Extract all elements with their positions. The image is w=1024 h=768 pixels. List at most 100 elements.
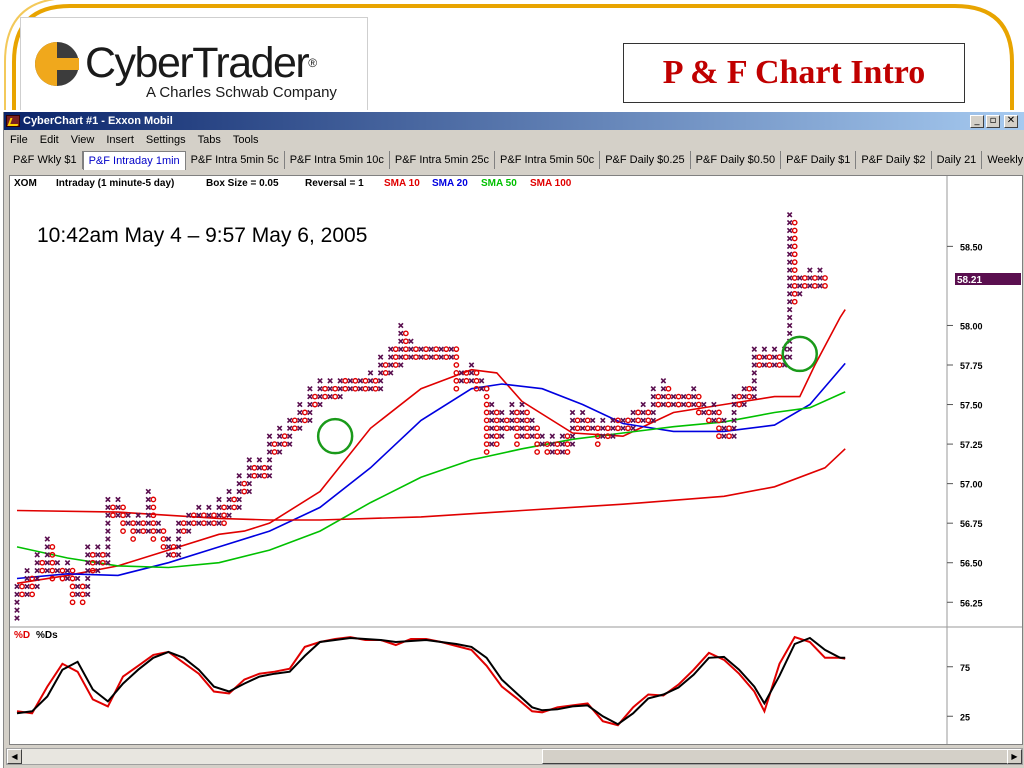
- pf-x-mark: [589, 417, 596, 424]
- pf-o-column: [766, 354, 773, 368]
- symbol-label: XOM: [14, 178, 37, 189]
- pf-x-mark: [387, 362, 394, 368]
- pf-x-mark: [559, 449, 566, 455]
- pf-o-column: [493, 409, 500, 447]
- pf-x-mark: [226, 496, 232, 503]
- pf-x-mark: [256, 465, 263, 471]
- pf-x-mark: [751, 385, 758, 392]
- pf-x-column: [650, 385, 657, 424]
- pf-o-mark: [791, 283, 798, 289]
- pf-o-mark: [180, 520, 187, 527]
- tab-pf-intraday-1min[interactable]: P&F Intraday 1min: [82, 151, 186, 170]
- pf-o-mark: [19, 591, 25, 598]
- scroll-right-icon[interactable]: ▶: [1007, 749, 1022, 764]
- tab-pf-daily-0-25[interactable]: P&F Daily $0.25: [600, 151, 691, 169]
- pf-x-mark: [529, 433, 535, 439]
- restore-icon[interactable]: ▫: [986, 115, 1000, 128]
- pf-o-mark: [665, 401, 672, 408]
- tab-weekly-13[interactable]: Weekly 13: [982, 151, 1023, 169]
- chart-canvas[interactable]: XOM Intraday (1 minute-5 day) Box Size =…: [10, 176, 1022, 744]
- minimize-icon[interactable]: _: [970, 115, 984, 128]
- pf-x-column: [84, 544, 91, 598]
- pf-x-mark: [786, 275, 793, 281]
- pf-x-mark: [226, 504, 232, 511]
- pf-o-mark: [776, 354, 783, 360]
- pf-o-mark: [200, 512, 207, 519]
- tab-daily-21[interactable]: Daily 21: [931, 151, 983, 169]
- window-titlebar[interactable]: CyberChart #1 - Exxon Mobil _ ▫ ✕: [4, 112, 1024, 130]
- pf-o-column: [49, 544, 56, 582]
- pf-x-mark: [14, 591, 20, 598]
- pf-x-mark: [95, 567, 101, 574]
- horizontal-scrollbar[interactable]: ◀ ▶: [6, 748, 1023, 765]
- pf-o-mark: [594, 425, 601, 432]
- chart-area[interactable]: XOM Intraday (1 minute-5 day) Box Size =…: [9, 175, 1023, 745]
- pf-x-mark: [105, 520, 111, 526]
- pf-x-mark: [807, 275, 813, 281]
- scroll-thumb[interactable]: [542, 749, 1012, 764]
- last-price-box: [955, 273, 1021, 285]
- pf-x-mark: [786, 330, 793, 337]
- pf-x-mark: [206, 504, 212, 511]
- pf-o-mark: [261, 472, 268, 479]
- pf-o-column: [140, 520, 147, 534]
- pf-o-column: [19, 583, 25, 598]
- tab-pf-daily-0-50[interactable]: P&F Daily $0.50: [690, 151, 782, 169]
- pf-o-mark: [534, 425, 541, 432]
- pf-o-mark: [665, 385, 672, 392]
- tab-pf-intra-5min-5c[interactable]: P&F Intra 5min 5c: [185, 151, 285, 169]
- pf-o-mark: [615, 425, 621, 432]
- pf-o-column: [574, 417, 581, 432]
- pf-x-column: [418, 346, 424, 360]
- pf-x-column: [226, 488, 232, 519]
- pf-x-mark: [286, 425, 293, 432]
- pf-x-column: [165, 536, 172, 558]
- tab-pf-daily-1[interactable]: P&F Daily $1: [781, 151, 857, 169]
- scroll-left-icon[interactable]: ◀: [7, 749, 22, 764]
- pf-o-mark: [524, 417, 530, 424]
- menu-view[interactable]: View: [70, 134, 95, 146]
- pf-x-mark: [690, 385, 697, 392]
- tab-pf-intra-5min-10c[interactable]: P&F Intra 5min 10c: [284, 151, 390, 169]
- menu-file[interactable]: File: [10, 134, 28, 146]
- slide-title: P & F Chart Intro: [623, 43, 965, 103]
- menu-tools[interactable]: Tools: [232, 134, 259, 146]
- pf-x-mark: [246, 465, 253, 471]
- pf-x-mark: [196, 504, 202, 511]
- pf-o-mark: [49, 551, 56, 558]
- pf-x-column: [569, 409, 576, 447]
- window-title: CyberChart #1 - Exxon Mobil: [23, 115, 173, 127]
- pf-o-column: [645, 409, 652, 424]
- ma-line-sma-10: [16, 309, 846, 585]
- pf-x-mark: [24, 583, 30, 590]
- pf-x-mark: [34, 559, 40, 566]
- pf-x-mark: [771, 346, 778, 352]
- close-icon[interactable]: ✕: [1004, 115, 1018, 128]
- pf-x-mark: [34, 583, 40, 590]
- menu-insert[interactable]: Insert: [106, 134, 134, 146]
- price-tick-label: 57.50: [960, 401, 983, 411]
- pf-x-mark: [600, 417, 606, 424]
- pf-x-mark: [771, 354, 778, 360]
- pf-x-mark: [95, 552, 101, 558]
- pf-o-mark: [221, 512, 227, 519]
- pf-x-mark: [185, 520, 192, 526]
- pf-x-mark: [64, 559, 71, 566]
- menu-tabs[interactable]: Tabs: [197, 134, 221, 146]
- pf-o-mark: [675, 401, 682, 408]
- menu-edit[interactable]: Edit: [39, 134, 59, 146]
- pf-o-mark: [150, 512, 157, 519]
- tab-pf-intra-5min-50c[interactable]: P&F Intra 5min 50c: [495, 151, 601, 169]
- menu-settings[interactable]: Settings: [145, 134, 186, 146]
- pf-x-mark: [761, 362, 768, 368]
- box-size-label: Box Size = 0.05: [206, 178, 279, 189]
- pf-x-mark: [786, 227, 793, 234]
- pf-x-mark: [741, 385, 747, 392]
- tab-pf-wkly-1[interactable]: P&F Wkly $1: [8, 151, 83, 169]
- pf-x-mark: [569, 417, 576, 424]
- tab-pf-intra-5min-25c[interactable]: P&F Intra 5min 25c: [389, 151, 496, 169]
- tab-pf-daily-2[interactable]: P&F Daily $2: [856, 151, 932, 169]
- pf-x-mark: [276, 433, 283, 439]
- pf-o-column: [190, 512, 197, 527]
- pf-x-mark: [216, 520, 222, 526]
